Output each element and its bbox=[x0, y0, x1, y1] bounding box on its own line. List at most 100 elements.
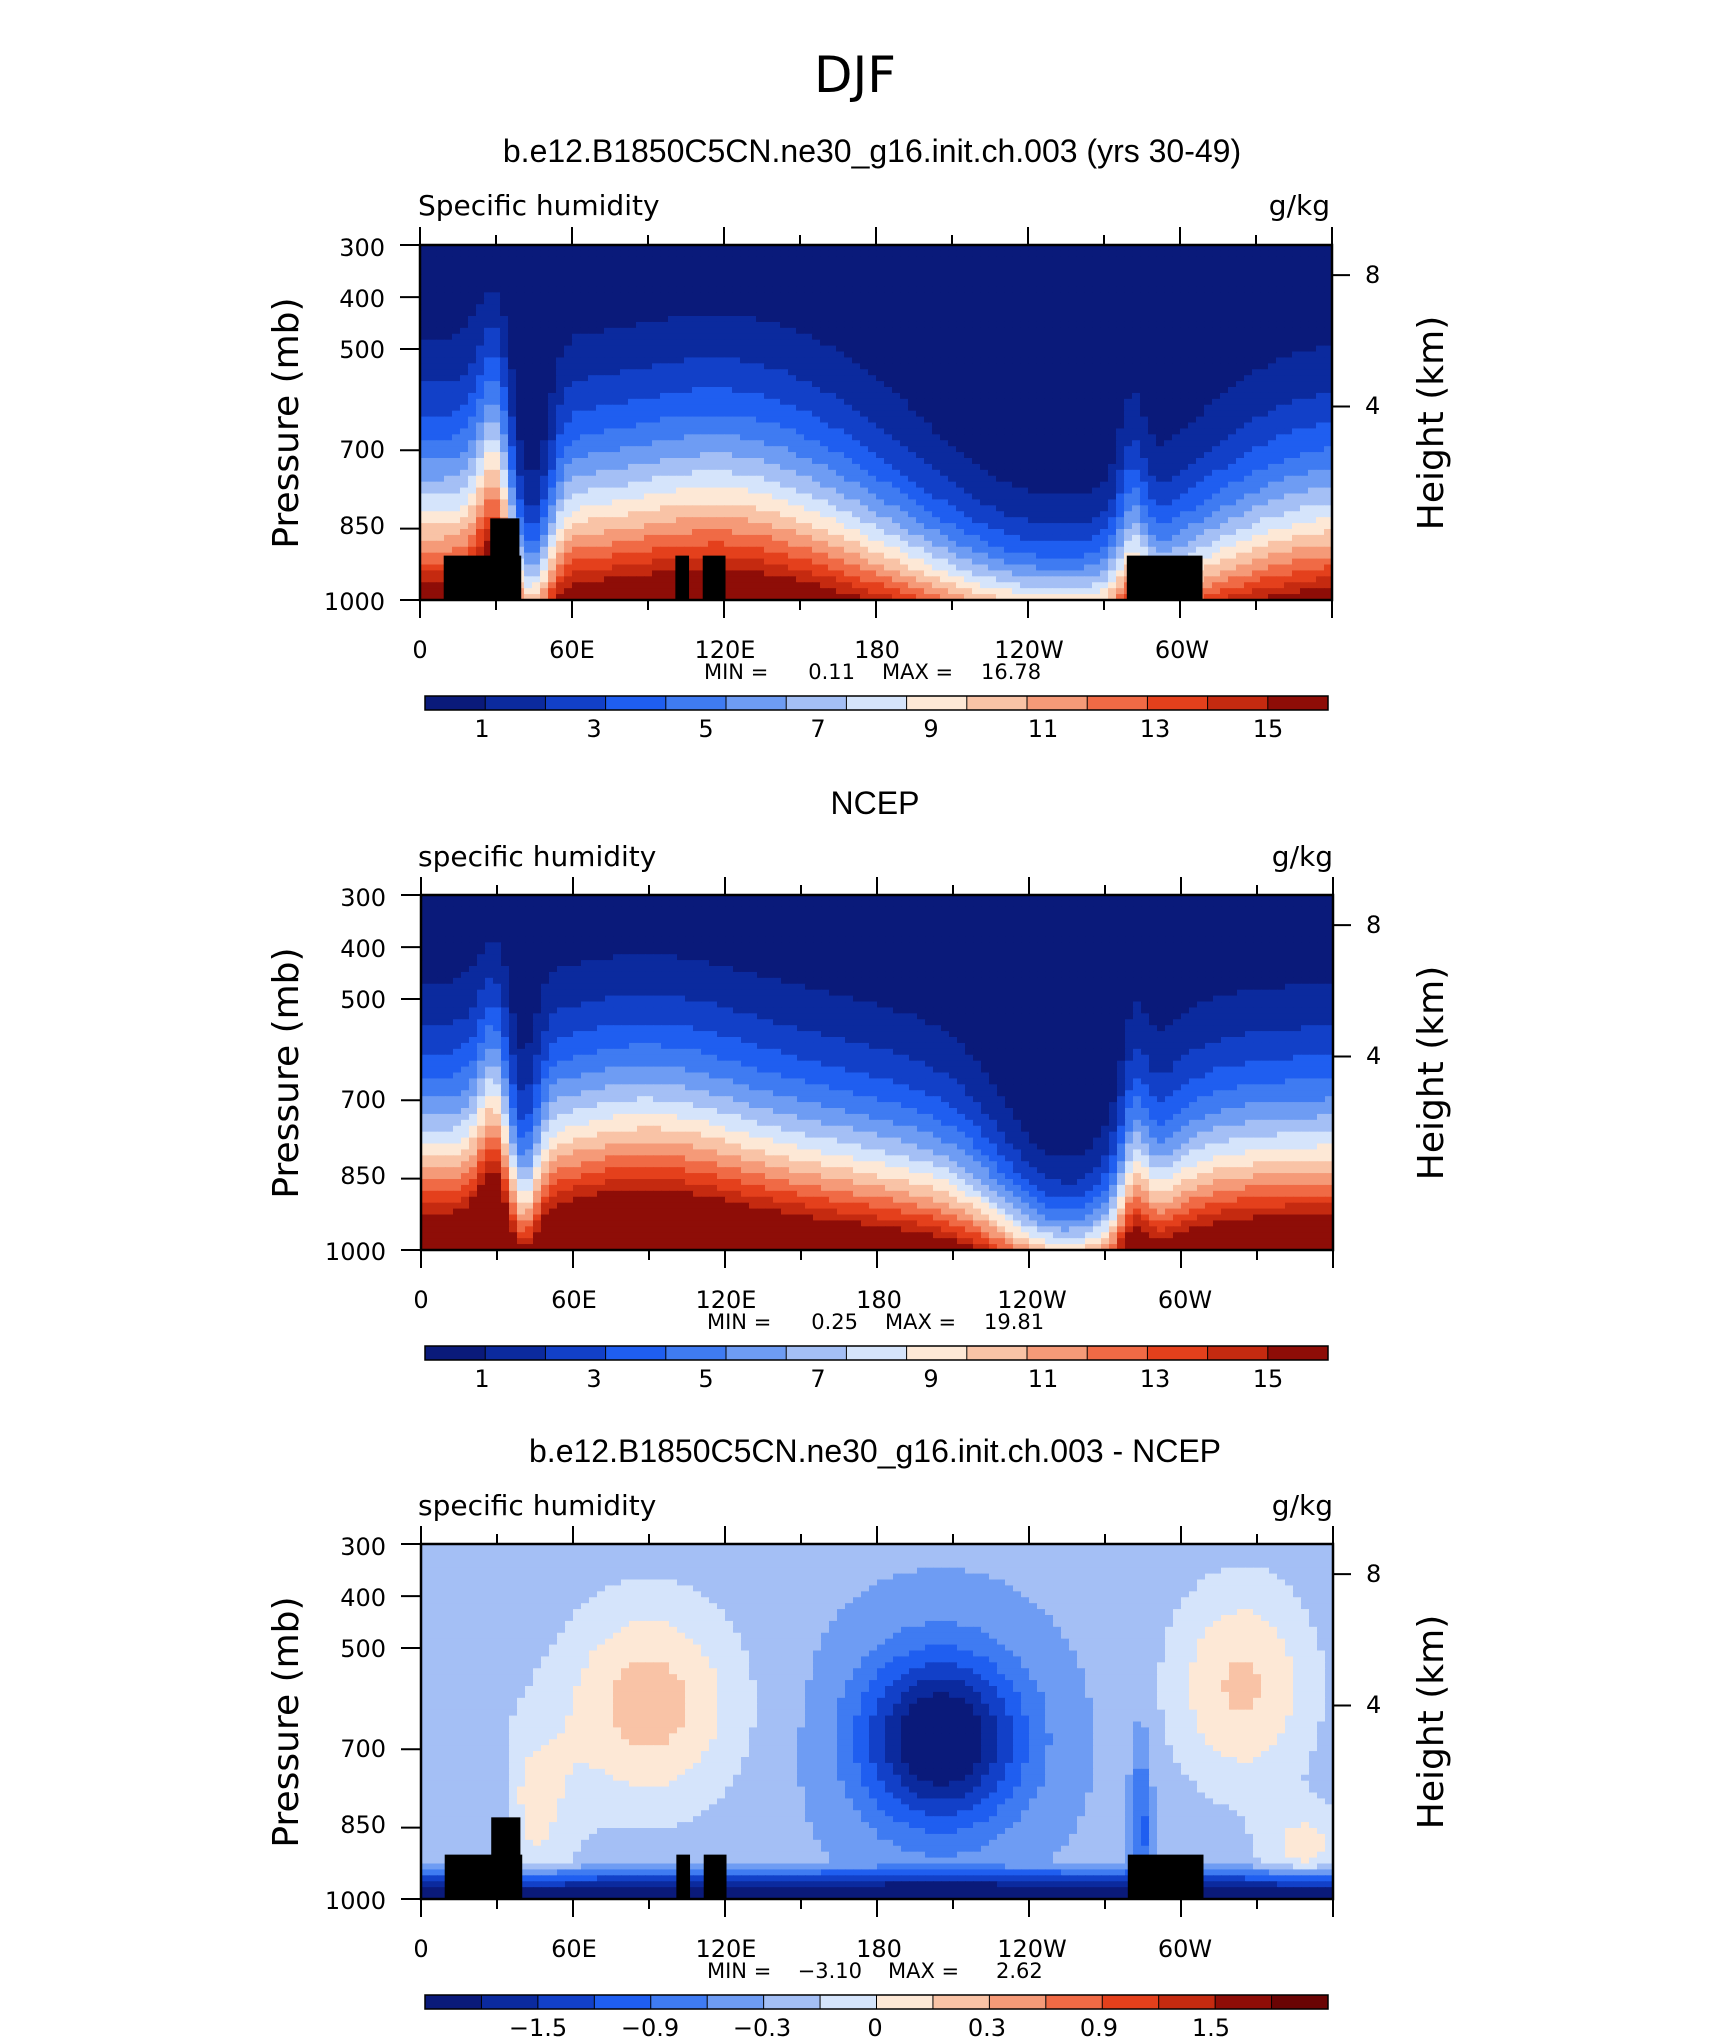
contour-cell bbox=[596, 499, 605, 506]
contour-cell bbox=[1316, 339, 1325, 347]
contour-cell bbox=[628, 446, 637, 453]
contour-cell bbox=[940, 256, 949, 264]
contour-cell bbox=[1156, 381, 1165, 388]
contour-cell bbox=[1244, 310, 1253, 317]
contour-cell bbox=[996, 422, 1005, 430]
contour-cell bbox=[1116, 363, 1125, 370]
contour-cell bbox=[612, 345, 621, 353]
contour-cell bbox=[892, 416, 901, 424]
contour-cell bbox=[668, 416, 677, 424]
contour-cell bbox=[1148, 369, 1157, 376]
contour-cell bbox=[620, 310, 629, 317]
contour-cell bbox=[604, 357, 613, 364]
contour-cell bbox=[980, 410, 989, 418]
contour-cell bbox=[460, 333, 469, 341]
contour-cell bbox=[492, 434, 501, 441]
contour-cell bbox=[1220, 493, 1229, 501]
contour-cell bbox=[484, 481, 493, 489]
contour-cell bbox=[652, 245, 661, 252]
contour-cell bbox=[916, 327, 925, 335]
contour-cell bbox=[460, 434, 469, 441]
contour-cell bbox=[876, 304, 885, 311]
contour-cell bbox=[492, 245, 501, 252]
contour-cell bbox=[1156, 410, 1165, 418]
contour-cell bbox=[548, 452, 557, 459]
contour-cell bbox=[1148, 487, 1157, 495]
contour-cell bbox=[1300, 398, 1309, 406]
contour-cell bbox=[1060, 274, 1069, 282]
contour-cell bbox=[644, 310, 653, 317]
contour-cell bbox=[436, 250, 445, 258]
contour-cell bbox=[932, 363, 941, 370]
contour-cell bbox=[1276, 440, 1285, 447]
contour-cell bbox=[988, 499, 997, 506]
contour-cell bbox=[1276, 310, 1285, 317]
contour-cell bbox=[628, 327, 637, 335]
contour-cell bbox=[988, 387, 997, 394]
contour-cell bbox=[460, 387, 469, 394]
contour-cell bbox=[940, 428, 949, 435]
contour-cell bbox=[452, 481, 461, 489]
contour-cell bbox=[564, 262, 573, 270]
contour-cell bbox=[1044, 487, 1053, 495]
contour-cell bbox=[1300, 440, 1309, 447]
contour-cell bbox=[1020, 381, 1029, 388]
contour-cell bbox=[628, 381, 637, 388]
contour-cell bbox=[604, 404, 613, 412]
contour-cell bbox=[964, 250, 973, 258]
contour-cell bbox=[1148, 316, 1157, 323]
contour-cell bbox=[1220, 410, 1229, 418]
contour-cell bbox=[1276, 268, 1285, 276]
contour-cell bbox=[1116, 452, 1125, 459]
contour-cell bbox=[956, 280, 965, 288]
contour-cell bbox=[980, 387, 989, 394]
contour-cell bbox=[476, 463, 485, 471]
contour-cell bbox=[1284, 321, 1293, 329]
contour-cell bbox=[804, 316, 813, 323]
contour-cell bbox=[468, 481, 477, 489]
contour-cell bbox=[1252, 310, 1261, 317]
contour-cell bbox=[916, 310, 925, 317]
contour-cell bbox=[988, 375, 997, 382]
contour-cell bbox=[708, 422, 717, 430]
contour-cell bbox=[1140, 245, 1149, 252]
contour-cell bbox=[1204, 292, 1213, 299]
contour-cell bbox=[892, 286, 901, 293]
contour-cell bbox=[1260, 292, 1269, 299]
contour-cell bbox=[628, 245, 637, 252]
contour-cell bbox=[1180, 339, 1189, 347]
contour-cell bbox=[1308, 422, 1317, 430]
contour-cell bbox=[1228, 321, 1237, 329]
contour-cell bbox=[1220, 351, 1229, 359]
contour-cell bbox=[620, 481, 629, 489]
contour-cell bbox=[964, 357, 973, 364]
contour-cell bbox=[500, 475, 509, 483]
contour-cell bbox=[612, 487, 621, 495]
contour-cell bbox=[1236, 416, 1245, 424]
contour-cell bbox=[1124, 286, 1133, 293]
contour-cell bbox=[1292, 250, 1301, 258]
contour-cell bbox=[836, 487, 845, 495]
contour-cell bbox=[492, 256, 501, 264]
contour-cell bbox=[1140, 316, 1149, 323]
contour-cell bbox=[524, 316, 533, 323]
contour-cell bbox=[716, 469, 725, 477]
contour-cell bbox=[1100, 404, 1109, 412]
contour-cell bbox=[1244, 452, 1253, 459]
contour-cell bbox=[684, 268, 693, 276]
contour-cell bbox=[532, 268, 541, 276]
contour-cell bbox=[820, 410, 829, 418]
contour-cell bbox=[700, 345, 709, 353]
contour-cell bbox=[1244, 274, 1253, 282]
contour-cell bbox=[1148, 298, 1157, 305]
contour-cell bbox=[708, 345, 717, 353]
contour-cell bbox=[516, 416, 525, 424]
contour-cell bbox=[948, 280, 957, 288]
contour-cell bbox=[580, 256, 589, 264]
contour-cell bbox=[1044, 316, 1053, 323]
contour-cell bbox=[988, 327, 997, 335]
contour-cell bbox=[692, 434, 701, 441]
contour-cell bbox=[1148, 493, 1157, 501]
contour-cell bbox=[444, 369, 453, 376]
contour-cell bbox=[596, 316, 605, 323]
